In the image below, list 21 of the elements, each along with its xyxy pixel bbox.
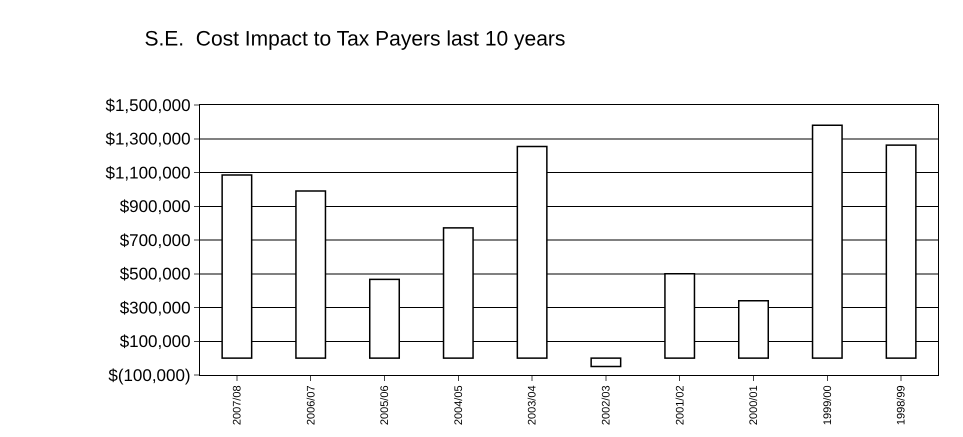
x-tick-label: 1999/00 bbox=[822, 385, 834, 426]
x-tick-label: 2004/05 bbox=[452, 385, 465, 426]
y-tick-label: $100,000 bbox=[120, 332, 191, 352]
x-tick-label: 2006/07 bbox=[305, 385, 318, 426]
y-tick-label: $500,000 bbox=[120, 264, 191, 284]
bar bbox=[590, 357, 622, 368]
x-tick-label: 2007/08 bbox=[231, 385, 244, 426]
x-tick-label: 2000/01 bbox=[748, 385, 760, 426]
y-tick-label: $1,500,000 bbox=[106, 96, 191, 115]
x-tick-label: 2001/02 bbox=[674, 385, 686, 426]
y-tick-label: $900,000 bbox=[120, 197, 191, 216]
x-tick-label: 2005/06 bbox=[379, 385, 392, 426]
y-tick-label: $(100,000) bbox=[108, 366, 191, 385]
x-tick-label: 2002/03 bbox=[600, 385, 612, 426]
y-tick-label: $300,000 bbox=[120, 298, 191, 318]
x-tick-label: 2003/04 bbox=[526, 385, 539, 426]
chart-title: S.E. Cost Impact to Tax Payers last 10 years bbox=[144, 27, 566, 50]
x-tick-label: 1998/99 bbox=[896, 385, 908, 426]
y-tick-label: $700,000 bbox=[120, 230, 191, 250]
y-tick-label: $1,100,000 bbox=[106, 163, 191, 182]
y-tick-label: $1,300,000 bbox=[106, 130, 191, 149]
